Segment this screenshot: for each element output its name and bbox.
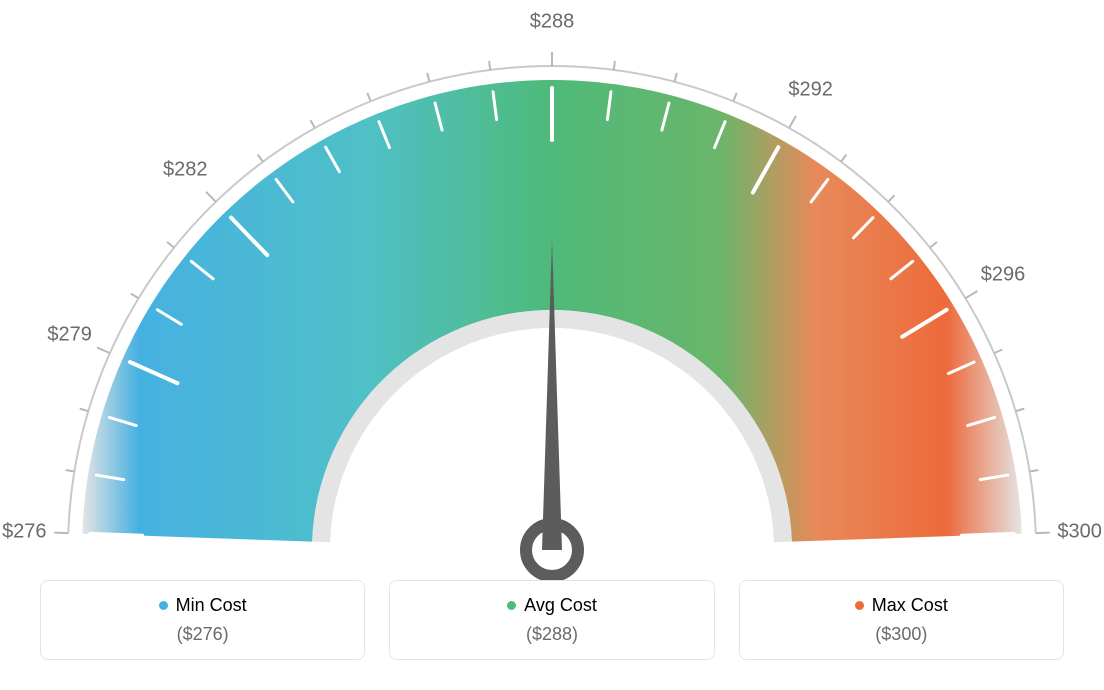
gauge-tick-label: $276 [2, 520, 47, 543]
legend-label-min: Min Cost [176, 595, 247, 616]
legend-value-avg: ($288) [400, 624, 703, 645]
legend-row: Min Cost ($276) Avg Cost ($288) Max Cost… [40, 580, 1064, 660]
gauge-chart: $276$279$282$288$292$296$300 [0, 20, 1104, 580]
gauge-tick-label: $296 [981, 264, 1026, 287]
gauge-tick-label: $279 [47, 324, 92, 347]
legend-card-avg: Avg Cost ($288) [389, 580, 714, 660]
legend-label-max: Max Cost [872, 595, 948, 616]
legend-card-min: Min Cost ($276) [40, 580, 365, 660]
gauge-svg [0, 20, 1104, 580]
legend-value-min: ($276) [51, 624, 354, 645]
legend-card-max: Max Cost ($300) [739, 580, 1064, 660]
legend-title-avg: Avg Cost [507, 595, 597, 616]
legend-title-min: Min Cost [159, 595, 247, 616]
gauge-tick-label: $292 [788, 78, 833, 101]
gauge-tick-label: $300 [1057, 520, 1102, 543]
legend-title-max: Max Cost [855, 595, 948, 616]
legend-dot-max [855, 601, 864, 610]
legend-dot-avg [507, 601, 516, 610]
gauge-tick-label: $282 [163, 159, 208, 182]
legend-value-max: ($300) [750, 624, 1053, 645]
legend-label-avg: Avg Cost [524, 595, 597, 616]
legend-dot-min [159, 601, 168, 610]
gauge-tick-label: $288 [530, 11, 575, 34]
